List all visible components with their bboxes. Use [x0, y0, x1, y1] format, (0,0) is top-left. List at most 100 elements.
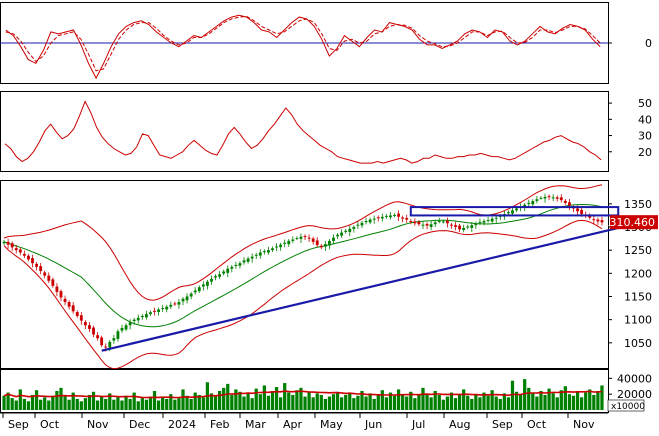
adx-line-1: [4, 100, 602, 164]
volume-bar: [535, 396, 539, 410]
time-axis-label: May: [320, 418, 343, 431]
volume-bar: [323, 398, 327, 410]
volume-axis: 20000 40000 x10000: [607, 372, 652, 412]
volume-bar: [523, 379, 527, 410]
candle-body: [112, 338, 116, 341]
volume-bar: [152, 391, 157, 410]
candle: [433, 220, 437, 228]
candle-body: [535, 199, 539, 202]
volume-bar: [238, 391, 242, 410]
volume-bar: [14, 400, 18, 410]
price-tick-label: 1200: [624, 267, 652, 280]
candle: [482, 219, 486, 226]
candle-body: [88, 325, 91, 329]
volume-bar: [425, 393, 429, 410]
volume-bar: [409, 391, 413, 410]
candle: [596, 217, 600, 226]
candle: [242, 257, 246, 265]
candle-body: [466, 226, 470, 228]
volume-bar: [287, 392, 291, 410]
candle-body: [169, 304, 173, 307]
volume-bar: [18, 389, 22, 410]
candle-body: [372, 218, 376, 220]
candle: [478, 218, 482, 226]
candle-body: [596, 219, 600, 222]
volume-bar: [222, 387, 226, 410]
volume-bar: [185, 395, 189, 410]
candle-body: [79, 315, 83, 321]
candle-body: [291, 239, 295, 241]
candle-body: [413, 221, 417, 224]
candle-body: [397, 213, 401, 217]
volume-bar: [242, 396, 246, 410]
volume-bar: [279, 397, 283, 410]
volume-bar: [26, 401, 31, 410]
volume-bar: [209, 393, 214, 410]
candle: [429, 220, 433, 231]
candle: [39, 262, 43, 275]
resistance-box: [409, 206, 620, 217]
volume-bar: [217, 391, 222, 410]
volume-bar: [177, 398, 181, 410]
candle: [368, 217, 372, 225]
candle-body: [576, 208, 579, 212]
candle-body: [55, 286, 59, 292]
volume-bar: [95, 400, 100, 410]
candle-body: [323, 244, 327, 247]
candle: [124, 323, 128, 332]
volume-bar: [30, 394, 35, 410]
volume-bar: [449, 392, 454, 410]
volume-unit-box: [607, 399, 645, 412]
candle-body: [295, 238, 299, 240]
volume-bar: [299, 387, 303, 410]
candle-body: [311, 238, 315, 242]
candle-body: [218, 274, 222, 277]
candle: [181, 296, 185, 306]
candle: [539, 195, 543, 200]
candle-body: [262, 251, 266, 253]
candle: [454, 221, 457, 231]
volume-bar: [6, 392, 10, 410]
candle-body: [417, 221, 421, 225]
volume-panel: 20000 40000 x10000: [0, 369, 652, 413]
candle: [71, 302, 75, 314]
candle: [173, 301, 177, 306]
candle: [92, 325, 95, 338]
candle-body: [482, 220, 486, 223]
candle-body: [10, 243, 14, 248]
volume-bar: [388, 392, 393, 410]
volume-bar: [445, 396, 450, 410]
candle-body: [254, 254, 258, 256]
volume-bar: [270, 391, 275, 410]
candle-body: [441, 221, 445, 223]
volume-bar: [193, 392, 197, 410]
candle-body: [592, 219, 596, 221]
candle-body: [83, 321, 87, 326]
candle-body: [210, 278, 213, 282]
candle: [47, 272, 51, 284]
candle: [222, 269, 226, 276]
candle-body: [124, 325, 128, 330]
candle-body: [352, 227, 356, 229]
candle: [51, 277, 55, 288]
candle: [177, 298, 181, 309]
volume-bar: [486, 395, 490, 410]
volume-bar: [116, 397, 120, 410]
price-tick-label: 1050: [624, 337, 652, 350]
volume-bar: [303, 396, 307, 410]
last-price-tag-box: [610, 215, 658, 230]
volume-bar: [510, 380, 515, 410]
volume-bar: [441, 399, 445, 410]
volume-bar: [502, 393, 506, 410]
volume-bar: [348, 392, 352, 410]
candle: [531, 199, 535, 208]
volume-bar: [490, 390, 494, 410]
candle: [128, 319, 132, 330]
bollinger-lower-band: [3, 219, 603, 370]
candle: [559, 194, 563, 203]
candle: [389, 212, 392, 220]
candle: [153, 307, 156, 316]
candle: [88, 321, 91, 333]
candle: [10, 241, 14, 252]
